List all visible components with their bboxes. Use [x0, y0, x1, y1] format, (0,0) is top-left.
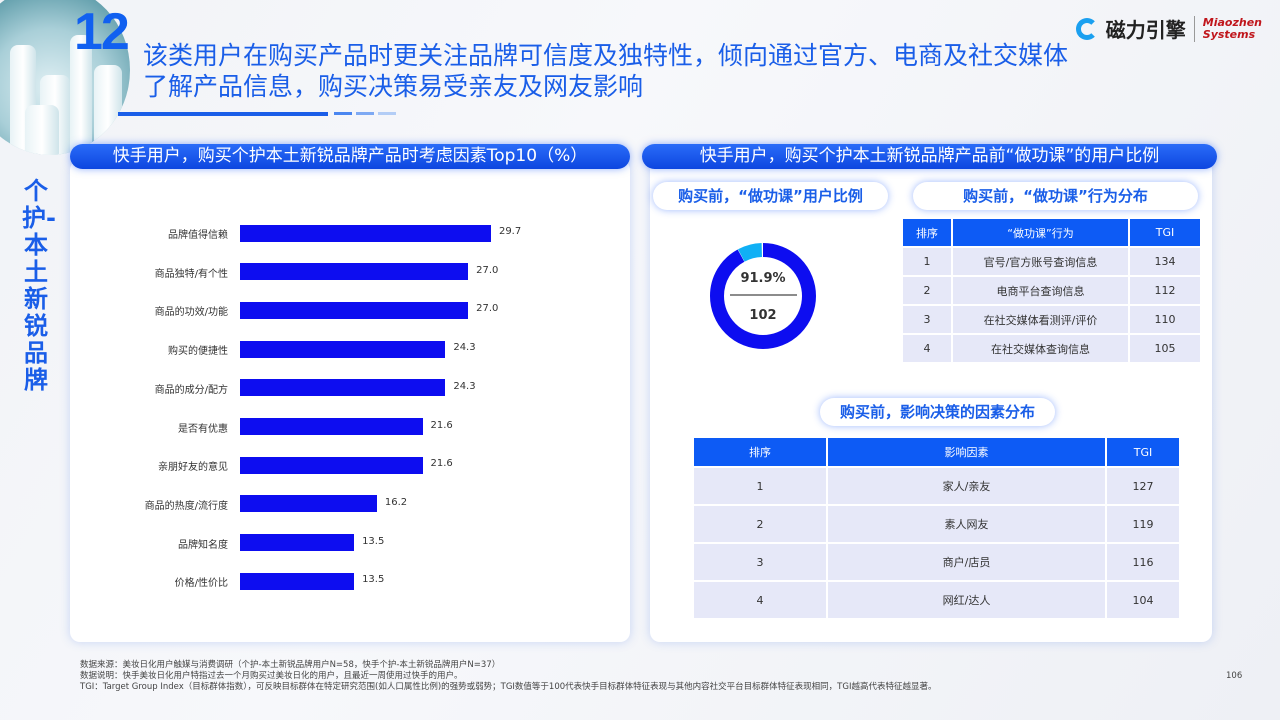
bar-label: 商品的功效/功能	[154, 307, 228, 319]
divider	[1193, 15, 1195, 42]
footnote-description: 数据说明：快手美妆日化用户特指过去一个月购买过美妆日化的用户，且最近一周使用过快…	[80, 671, 463, 681]
logo: 磁力引擎 Miaozhen Systems	[1075, 14, 1262, 43]
bar-label: 商品的成分/配方	[154, 384, 228, 396]
bar	[240, 418, 423, 435]
factors-table: 排序 影响因素 TGI 1 家人/亲友 127 2 素人网友 119 3 商户/店员 116 4…	[692, 436, 1181, 620]
bar-value-label: 13.5	[362, 535, 385, 547]
bar-value-label: 29.7	[498, 226, 522, 237]
table-row: 1 官号/官方账号查询信息 134	[903, 248, 1200, 275]
cell: 1	[694, 468, 826, 504]
col-header: 影响因素	[828, 438, 1105, 466]
cell: 4	[694, 582, 826, 618]
bar	[240, 572, 355, 590]
bar-label: 亲朋好友的意见	[158, 462, 228, 474]
cell: 127	[1107, 468, 1179, 504]
left-panel-title: 快手用户，购买个护本土新锐品牌产品时考虑因素Top10（%）	[70, 144, 630, 169]
footnote-source: 数据来源：美妆日化用户触媒与消费调研（个护-本土新锐品牌用户N=58，快手个护-…	[80, 660, 501, 670]
donut-title: 购买前，“做功课”用户比例	[653, 182, 888, 210]
cell: 商户/店员	[828, 544, 1105, 580]
bar-value-label: 24.3	[453, 380, 476, 392]
bar	[240, 224, 491, 242]
bar-label: 品牌值得信赖	[168, 230, 228, 241]
bar-label: 商品的热度/流行度	[144, 500, 228, 512]
behavior-table: 排序 “做功课”行为 TGI 1 官号/官方账号查询信息 134 2 电商平台查询信息 11…	[901, 217, 1202, 364]
logo-en-1: Miaozhen	[1202, 15, 1262, 29]
donut-percent: 91.9%	[740, 271, 785, 286]
title-underline	[118, 112, 328, 116]
divider	[378, 112, 396, 115]
cell: 网红/达人	[828, 582, 1105, 618]
cell: 在社交媒体看测评/评价	[953, 306, 1128, 333]
bar	[240, 301, 469, 319]
bar	[240, 495, 377, 513]
table-row: 2 素人网友 119	[694, 506, 1179, 542]
col-header: TGI	[1107, 438, 1179, 466]
col-header: 排序	[694, 438, 826, 466]
bar-label: 是否有优惠	[178, 423, 228, 435]
bar-value-label: 27.0	[476, 303, 499, 315]
logo-en: Miaozhen Systems	[1202, 15, 1262, 41]
right-panel-title: 快手用户，购买个护本土新锐品牌产品前“做功课”的用户比例	[642, 144, 1217, 169]
table-row: 4 在社交媒体查询信息 105	[903, 335, 1200, 362]
bar	[240, 534, 355, 552]
cell: 1	[903, 248, 951, 275]
donut-main-segment	[710, 243, 816, 349]
bar-label: 品牌知名度	[178, 539, 228, 551]
bar	[240, 340, 446, 358]
behavior-title: 购买前，“做功课”行为分布	[913, 182, 1198, 210]
cell: 104	[1107, 582, 1179, 618]
table-row: 3 商户/店员 116	[694, 544, 1179, 580]
cell: 在社交媒体查询信息	[953, 335, 1128, 362]
cell: 官号/官方账号查询信息	[953, 248, 1128, 275]
donut-tgi: 102	[749, 308, 776, 323]
page-number: 106	[1226, 671, 1243, 681]
cell: 110	[1130, 306, 1200, 333]
bar-value-label: 21.6	[430, 419, 453, 431]
table-row: 2 电商平台查询信息 112	[903, 277, 1200, 304]
bar	[240, 456, 423, 474]
divider	[356, 112, 374, 115]
cell: 119	[1107, 506, 1179, 542]
factors-title: 购买前，影响决策的因素分布	[820, 398, 1055, 426]
cell: 105	[1130, 335, 1200, 362]
table-row: 4 网红/达人 104	[694, 582, 1179, 618]
bar-value-label: 27.0	[476, 264, 499, 276]
bar-value-label: 16.2	[384, 496, 408, 508]
cell: 116	[1107, 544, 1179, 580]
cosmetics-photo	[0, 0, 130, 155]
section-number: 12	[74, 3, 130, 61]
cell: 素人网友	[828, 506, 1105, 542]
col-header: “做功课”行为	[953, 219, 1128, 246]
table-row: 3 在社交媒体看测评/评价 110	[903, 306, 1200, 333]
bar-label: 商品独特/有个性	[154, 268, 228, 280]
logo-text: 磁力引擎	[1105, 18, 1186, 42]
side-label: 个护-本土新锐品牌	[22, 177, 56, 394]
cell: 2	[694, 506, 826, 542]
col-header: TGI	[1130, 219, 1200, 246]
bar-value-label: 24.3	[453, 342, 476, 354]
bar	[240, 263, 469, 281]
bar-value-label: 13.5	[362, 574, 385, 586]
cell: 家人/亲友	[828, 468, 1105, 504]
cell: 2	[903, 277, 951, 304]
logo-en-2: Systems	[1202, 27, 1256, 41]
bar-label: 价格/性价比	[174, 578, 228, 590]
logo-icon	[1075, 17, 1098, 40]
bar	[240, 379, 446, 397]
cell: 电商平台查询信息	[953, 277, 1128, 304]
bar-label: 购买的便捷性	[168, 346, 228, 358]
page-title: 该类用户在购买产品时更关注品牌可信度及独特性，倾向通过官方、电商及社交媒体了解产…	[143, 41, 1069, 101]
cell: 134	[1130, 248, 1200, 275]
col-header: 排序	[903, 219, 951, 246]
cell: 3	[694, 544, 826, 580]
cell: 4	[903, 335, 951, 362]
divider	[334, 112, 352, 115]
cell: 3	[903, 306, 951, 333]
table-row: 1 家人/亲友 127	[694, 468, 1179, 504]
cell: 112	[1130, 277, 1200, 304]
donut-chart: 91.9% 102	[710, 243, 816, 349]
footnote-tgi: TGI：Target Group Index（目标群体指数），可反映目标群体在特…	[80, 682, 937, 692]
bar-value-label: 21.6	[430, 458, 453, 470]
footnotes: 数据来源：美妆日化用户触媒与消费调研（个护-本土新锐品牌用户N=58，快手个护-…	[80, 660, 936, 693]
